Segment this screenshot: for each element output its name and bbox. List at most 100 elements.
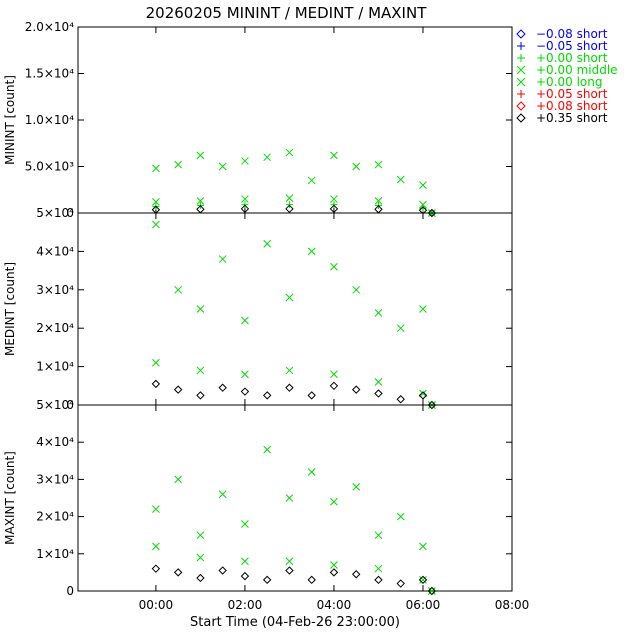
panel-2: 0 1×10⁴ 2×10⁴ 3×10⁴ 4×10⁴ 5×10⁴ MEDINT [count] <box>3 206 513 412</box>
data-point <box>241 316 249 325</box>
data-point <box>285 148 294 157</box>
data-point <box>263 445 272 454</box>
series--0-35-short <box>151 379 437 410</box>
y-axis-label: MININT [count] <box>3 75 17 165</box>
data-point <box>196 197 205 205</box>
data-point <box>330 262 338 271</box>
series--0-00-short <box>152 201 436 217</box>
panel-3: 0 1×10⁴ 2×10⁴ 3×10⁴ 4×10⁴ 5×10⁴ MAXINT [count] <box>3 398 513 598</box>
y-tick-label: 2×10⁴ <box>36 321 74 335</box>
data-point <box>152 164 160 173</box>
data-point <box>427 400 437 410</box>
y-tick-label: 5×10⁴ <box>36 398 74 412</box>
y-tick-label: 0 <box>66 398 74 412</box>
data-point <box>196 531 205 540</box>
legend-marker <box>516 77 526 87</box>
data-point <box>285 366 294 375</box>
legend-label: +0.35 short <box>536 111 608 125</box>
y-tick-label: 0 <box>66 584 74 598</box>
data-point <box>196 305 205 313</box>
data-point <box>374 575 383 585</box>
data-point <box>374 160 383 169</box>
data-point <box>196 573 205 583</box>
data-point <box>307 247 316 256</box>
data-point <box>174 160 183 169</box>
data-point <box>307 391 316 400</box>
data-point <box>241 370 249 379</box>
data-point <box>152 220 160 229</box>
data-point <box>374 308 383 317</box>
data-point <box>330 561 338 569</box>
data-point <box>241 195 249 203</box>
data-point <box>218 383 227 392</box>
data-point <box>196 366 205 375</box>
data-point <box>263 153 272 162</box>
series--0-00-long <box>152 445 436 595</box>
data-point <box>218 566 227 575</box>
data-point <box>329 381 339 391</box>
y-tick-label: 2×10⁴ <box>36 510 74 524</box>
data-point <box>173 385 183 394</box>
data-point <box>240 204 250 214</box>
data-point <box>241 557 249 566</box>
series--0-35-short <box>151 564 437 596</box>
data-point <box>218 162 227 171</box>
data-point <box>396 579 405 588</box>
data-point <box>330 370 338 379</box>
data-point <box>307 176 316 185</box>
legend-label: +0.05 short <box>536 87 608 101</box>
data-point <box>196 553 205 562</box>
data-point <box>285 557 294 566</box>
legend-label: −0.05 short <box>536 39 608 53</box>
data-point <box>419 305 427 313</box>
series--0-35-short <box>151 204 437 218</box>
y-tick-label: 1×10⁴ <box>36 360 74 374</box>
data-point <box>173 568 183 577</box>
data-point <box>262 575 272 585</box>
series--0-00-long <box>152 220 436 409</box>
data-point <box>396 324 405 333</box>
data-point <box>307 468 316 476</box>
y-tick-label: 3×10⁴ <box>36 472 74 486</box>
data-point <box>196 151 205 160</box>
data-point <box>152 358 160 367</box>
data-point <box>418 575 428 585</box>
data-point <box>396 512 405 521</box>
legend-label: +0.00 short <box>536 51 608 65</box>
data-point <box>330 151 338 160</box>
legend-label: +0.08 short <box>536 99 608 113</box>
legend-marker <box>517 90 525 98</box>
data-point <box>307 575 316 585</box>
legend-label: +0.00 middle <box>536 63 618 77</box>
data-point <box>241 520 249 528</box>
x-axis-label: Start Time (04-Feb-26 23:00:00) <box>190 615 400 630</box>
series--0-00-middle <box>152 542 436 595</box>
data-point <box>418 391 428 400</box>
y-axis-label: MEDINT [count] <box>3 262 17 356</box>
data-point <box>218 255 227 263</box>
x-tick-label: 04:00 <box>317 598 352 612</box>
data-point <box>329 568 339 577</box>
data-point <box>262 391 272 400</box>
y-tick-label: 5×10⁴ <box>36 206 74 220</box>
data-point <box>352 162 361 171</box>
data-point <box>419 575 427 584</box>
data-point <box>351 385 361 394</box>
data-point <box>427 208 437 218</box>
data-point <box>285 194 294 202</box>
legend-marker <box>516 65 526 75</box>
y-tick-label: 4×10⁴ <box>36 244 74 258</box>
data-point <box>218 490 227 499</box>
x-tick-labels: 00:00 02:00 04:00 06:00 08:00 <box>139 598 530 612</box>
data-point <box>240 387 250 396</box>
panel-frame <box>77 26 513 214</box>
data-point <box>152 197 160 206</box>
y-tick-label: 0 <box>66 206 74 220</box>
data-point <box>151 564 161 573</box>
data-point <box>374 564 383 573</box>
panel-frame <box>77 212 513 406</box>
panel-frame <box>77 404 513 592</box>
x-tick-label: 06:00 <box>406 598 441 612</box>
data-point <box>285 293 294 302</box>
